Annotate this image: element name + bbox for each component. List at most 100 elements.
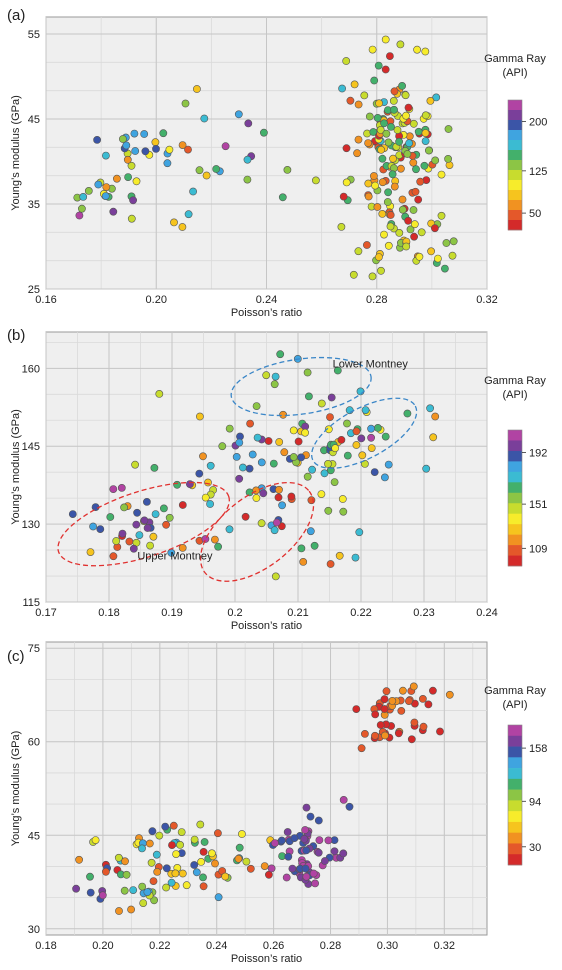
data-point [410, 718, 419, 727]
data-point [171, 869, 180, 878]
panel-b: 0.17 0.18 0.19 0.2 0.21 0.22 0.23 0.24 115 130 145… [7, 327, 547, 632]
data-point [184, 145, 192, 154]
data-point [398, 195, 407, 204]
data-point [172, 850, 180, 858]
data-point [152, 144, 160, 153]
data-point [390, 105, 398, 114]
data-point [354, 247, 363, 256]
data-point [283, 165, 292, 174]
data-point [147, 858, 156, 867]
colorbar-segment [508, 492, 522, 504]
data-point [138, 882, 147, 891]
data-point [342, 178, 351, 187]
data-point [132, 177, 141, 186]
data-point [243, 175, 252, 184]
data-point [139, 899, 148, 907]
colorbar-units: (API) [502, 67, 527, 79]
data-point [338, 84, 346, 93]
data-point [353, 149, 361, 158]
data-point [184, 210, 193, 219]
data-point [342, 144, 351, 153]
data-point [289, 453, 298, 461]
data-point [102, 151, 110, 160]
data-point [424, 146, 433, 155]
data-point [345, 802, 354, 811]
x-tick-label: 0.17 [35, 607, 56, 619]
data-point [178, 869, 187, 878]
y-tick-label: 160 [22, 363, 40, 375]
data-point [165, 145, 174, 154]
x-axis-label: Poisson’s ratio [231, 307, 302, 319]
data-point [195, 412, 204, 421]
data-point [202, 171, 211, 180]
data-point [324, 506, 333, 515]
data-point [135, 531, 144, 539]
data-point [143, 888, 152, 896]
data-point [78, 204, 86, 213]
data-point [373, 114, 382, 122]
data-point [120, 503, 128, 512]
data-point [192, 85, 201, 93]
data-point [433, 254, 442, 263]
data-point [162, 520, 170, 529]
data-point [237, 830, 246, 838]
y-tick-label: 145 [22, 441, 40, 453]
data-point [133, 508, 141, 517]
data-point [270, 526, 279, 535]
data-point [269, 459, 278, 468]
data-point [377, 145, 385, 154]
data-point [129, 544, 138, 553]
data-point [367, 424, 375, 433]
data-point [142, 497, 151, 506]
data-point [117, 483, 126, 492]
data-point [282, 873, 291, 882]
colorbar-segment [508, 440, 522, 452]
x-tick-label: 0.2 [227, 607, 242, 619]
data-point [275, 485, 283, 494]
data-point [405, 132, 414, 141]
data-point [243, 155, 252, 164]
data-point [390, 87, 399, 96]
y-tick-label: 130 [22, 519, 40, 531]
data-point [376, 721, 385, 729]
data-point [163, 159, 172, 168]
data-point [200, 838, 209, 846]
data-point [369, 172, 378, 180]
data-point [409, 682, 418, 691]
data-point [201, 535, 210, 543]
data-point [109, 485, 118, 493]
data-point [398, 82, 406, 90]
data-point [385, 52, 394, 60]
data-point [389, 97, 398, 105]
data-point [417, 228, 426, 237]
data-point [302, 846, 311, 855]
data-point [393, 126, 402, 134]
data-point [123, 155, 132, 164]
data-point [426, 404, 434, 413]
colorbar-segment [508, 471, 522, 483]
x-tick-label: 0.20 [146, 294, 167, 306]
colorbar-segment [508, 130, 522, 141]
data-point [367, 433, 375, 442]
data-point [93, 135, 101, 144]
data-point [214, 893, 223, 902]
data-point [278, 193, 287, 202]
colorbar-frame [507, 99, 523, 231]
data-point [122, 141, 131, 150]
data-point [152, 850, 161, 859]
colorbar-segment [508, 190, 522, 201]
data-point [210, 535, 219, 544]
x-axis-label: Poisson’s ratio [231, 953, 302, 965]
x-axis-label: Poisson’s ratio [231, 620, 302, 632]
data-point [155, 831, 164, 840]
data-point [277, 836, 286, 845]
y-tick-label: 55 [28, 29, 40, 41]
data-point [238, 463, 247, 472]
colorbar-segment [508, 180, 522, 191]
data-point [373, 203, 382, 211]
data-point [274, 493, 283, 502]
lower-montney-ellipse [230, 356, 372, 417]
data-point [75, 211, 84, 220]
data-point [178, 141, 187, 149]
data-point [168, 841, 176, 849]
